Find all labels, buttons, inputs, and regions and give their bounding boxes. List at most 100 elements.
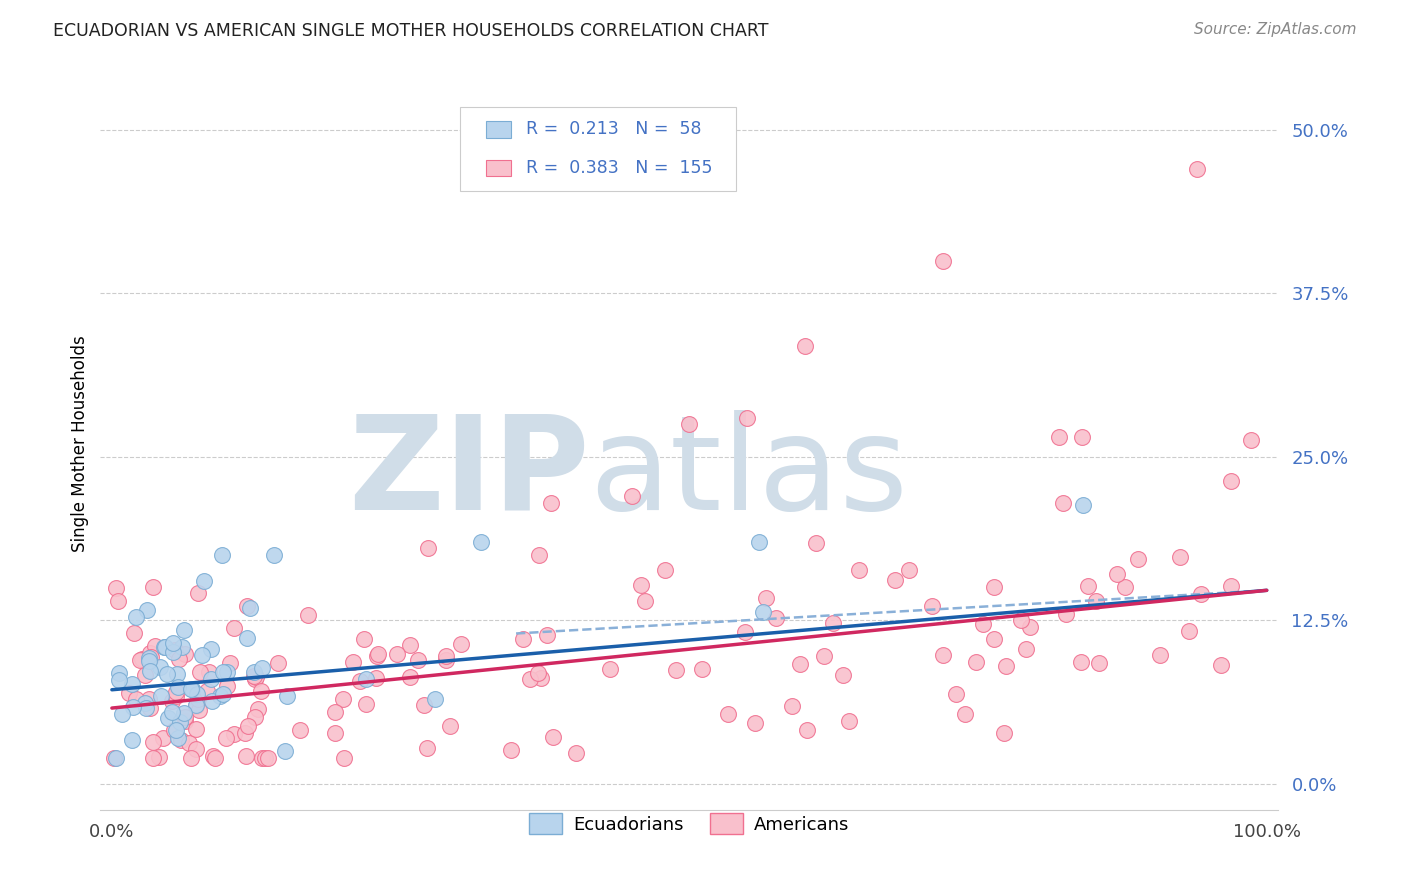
Ecuadorians	[173, 706, 195, 720]
Ecuadorians	[752, 606, 775, 620]
Ecuadorians	[153, 640, 176, 654]
Americans	[179, 736, 201, 750]
Americans	[1114, 580, 1136, 594]
Ecuadorians	[242, 665, 264, 679]
Ecuadorians	[156, 711, 179, 725]
Ecuadorians	[191, 648, 214, 662]
Americans	[165, 643, 187, 657]
Americans	[1071, 430, 1094, 444]
Americans	[152, 731, 174, 745]
Ecuadorians	[134, 696, 156, 710]
Ecuadorians	[173, 623, 195, 637]
Americans	[215, 731, 238, 745]
Americans	[789, 657, 811, 671]
Ecuadorians	[208, 689, 231, 703]
Americans	[1019, 620, 1042, 634]
Ecuadorians	[276, 690, 298, 704]
Ecuadorians	[250, 661, 273, 675]
Americans	[1220, 579, 1243, 593]
Americans	[1128, 552, 1150, 566]
Americans	[512, 632, 534, 646]
Americans	[634, 593, 657, 607]
Ecuadorians	[170, 640, 193, 654]
Americans	[184, 742, 207, 756]
Legend: Ecuadorians, Americans: Ecuadorians, Americans	[522, 806, 856, 841]
Ecuadorians	[200, 641, 222, 656]
Ecuadorians	[136, 602, 159, 616]
Americans	[1014, 642, 1036, 657]
Ecuadorians	[425, 692, 447, 706]
Ecuadorians	[215, 665, 238, 680]
Americans	[297, 608, 319, 623]
FancyBboxPatch shape	[485, 161, 512, 177]
Americans	[202, 749, 225, 764]
Ecuadorians	[201, 694, 224, 708]
Americans	[1149, 648, 1171, 663]
Text: R =  0.383   N =  155: R = 0.383 N = 155	[526, 160, 711, 178]
Americans	[364, 671, 387, 685]
Americans	[1209, 658, 1232, 673]
Americans	[526, 665, 548, 680]
Americans	[599, 662, 621, 676]
Americans	[945, 687, 967, 701]
Americans	[204, 751, 226, 765]
Americans	[180, 751, 202, 765]
Americans	[848, 563, 870, 577]
Ecuadorians	[186, 687, 208, 701]
Americans	[222, 727, 245, 741]
Americans	[129, 653, 152, 667]
Americans	[184, 722, 207, 736]
Americans	[527, 548, 550, 562]
Americans	[690, 662, 713, 676]
Americans	[184, 698, 207, 713]
Text: R =  0.213   N =  58: R = 0.213 N = 58	[526, 120, 702, 138]
Americans	[333, 751, 356, 765]
Americans	[1052, 496, 1074, 510]
Ecuadorians	[155, 640, 177, 654]
Americans	[620, 489, 643, 503]
Americans	[366, 648, 388, 663]
Ecuadorians	[167, 731, 190, 745]
Ecuadorians	[354, 673, 377, 687]
FancyBboxPatch shape	[485, 121, 512, 137]
Americans	[134, 668, 156, 682]
Ecuadorians	[156, 667, 179, 681]
Americans	[755, 591, 778, 605]
Americans	[678, 417, 700, 432]
Americans	[1189, 587, 1212, 601]
Americans	[257, 751, 280, 765]
Americans	[780, 698, 803, 713]
Americans	[131, 651, 153, 665]
Americans	[138, 691, 160, 706]
Ecuadorians	[138, 650, 160, 665]
Americans	[1085, 594, 1108, 608]
Ecuadorians	[211, 665, 233, 679]
Ecuadorians	[135, 700, 157, 714]
Americans	[821, 615, 844, 630]
Americans	[838, 714, 860, 729]
Americans	[1056, 607, 1078, 622]
Americans	[139, 647, 162, 661]
Americans	[165, 685, 187, 699]
Americans	[385, 647, 408, 661]
Americans	[187, 692, 209, 706]
Americans	[142, 734, 165, 748]
Ecuadorians	[107, 666, 129, 681]
Americans	[236, 599, 259, 614]
Americans	[965, 656, 987, 670]
Americans	[143, 639, 166, 653]
Americans	[162, 694, 184, 708]
Ecuadorians	[149, 689, 172, 703]
Americans	[243, 710, 266, 724]
Ecuadorians	[165, 723, 187, 737]
Americans	[1107, 566, 1129, 581]
Text: Source: ZipAtlas.com: Source: ZipAtlas.com	[1194, 22, 1357, 37]
Americans	[434, 648, 457, 663]
Americans	[247, 702, 270, 716]
Americans	[142, 751, 165, 765]
Americans	[243, 672, 266, 686]
Americans	[1187, 161, 1209, 176]
Americans	[195, 684, 218, 698]
Americans	[104, 581, 127, 595]
Americans	[983, 580, 1005, 594]
